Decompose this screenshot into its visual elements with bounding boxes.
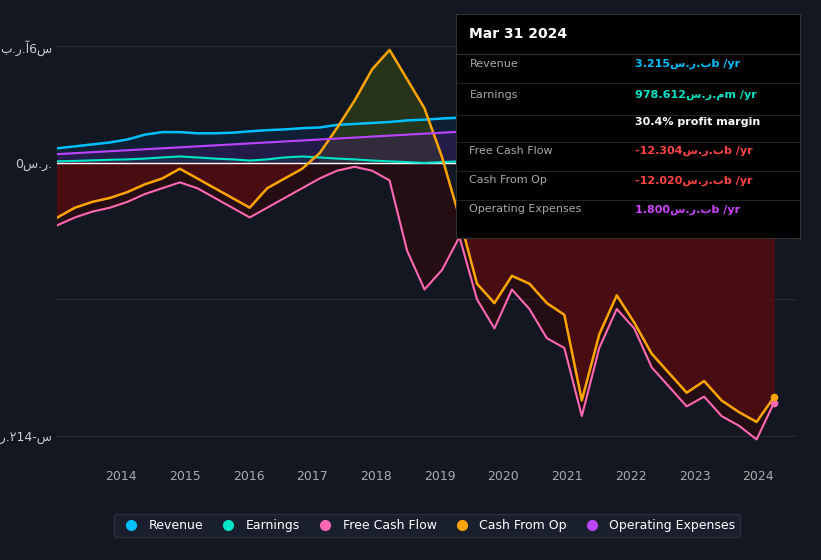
Text: Cash From Op: Cash From Op	[470, 175, 548, 185]
Text: Operating Expenses: Operating Expenses	[470, 204, 582, 214]
Point	[768, 398, 781, 407]
Text: 30.4% profit margin: 30.4% profit margin	[635, 117, 760, 127]
Text: Mar 31 2024: Mar 31 2024	[470, 27, 567, 41]
Point	[768, 139, 781, 148]
Text: Revenue: Revenue	[470, 59, 518, 69]
Text: -12.020س.ر.بb /yr: -12.020س.ر.بb /yr	[635, 175, 753, 185]
Text: Earnings: Earnings	[470, 90, 518, 100]
Text: 1.800س.ر.بb /yr: 1.800س.ر.بb /yr	[635, 204, 740, 214]
Text: Free Cash Flow: Free Cash Flow	[470, 146, 553, 156]
Point	[768, 393, 781, 402]
Legend: Revenue, Earnings, Free Cash Flow, Cash From Op, Operating Expenses: Revenue, Earnings, Free Cash Flow, Cash …	[113, 514, 741, 537]
Point	[768, 96, 781, 105]
Text: 978.612س.ر.مm /yr: 978.612س.ر.مm /yr	[635, 90, 757, 100]
Text: 3.215س.ر.بb /yr: 3.215س.ر.بb /yr	[635, 59, 740, 69]
Point	[768, 123, 781, 132]
Text: -12.304س.ر.بb /yr: -12.304س.ر.بb /yr	[635, 146, 753, 156]
